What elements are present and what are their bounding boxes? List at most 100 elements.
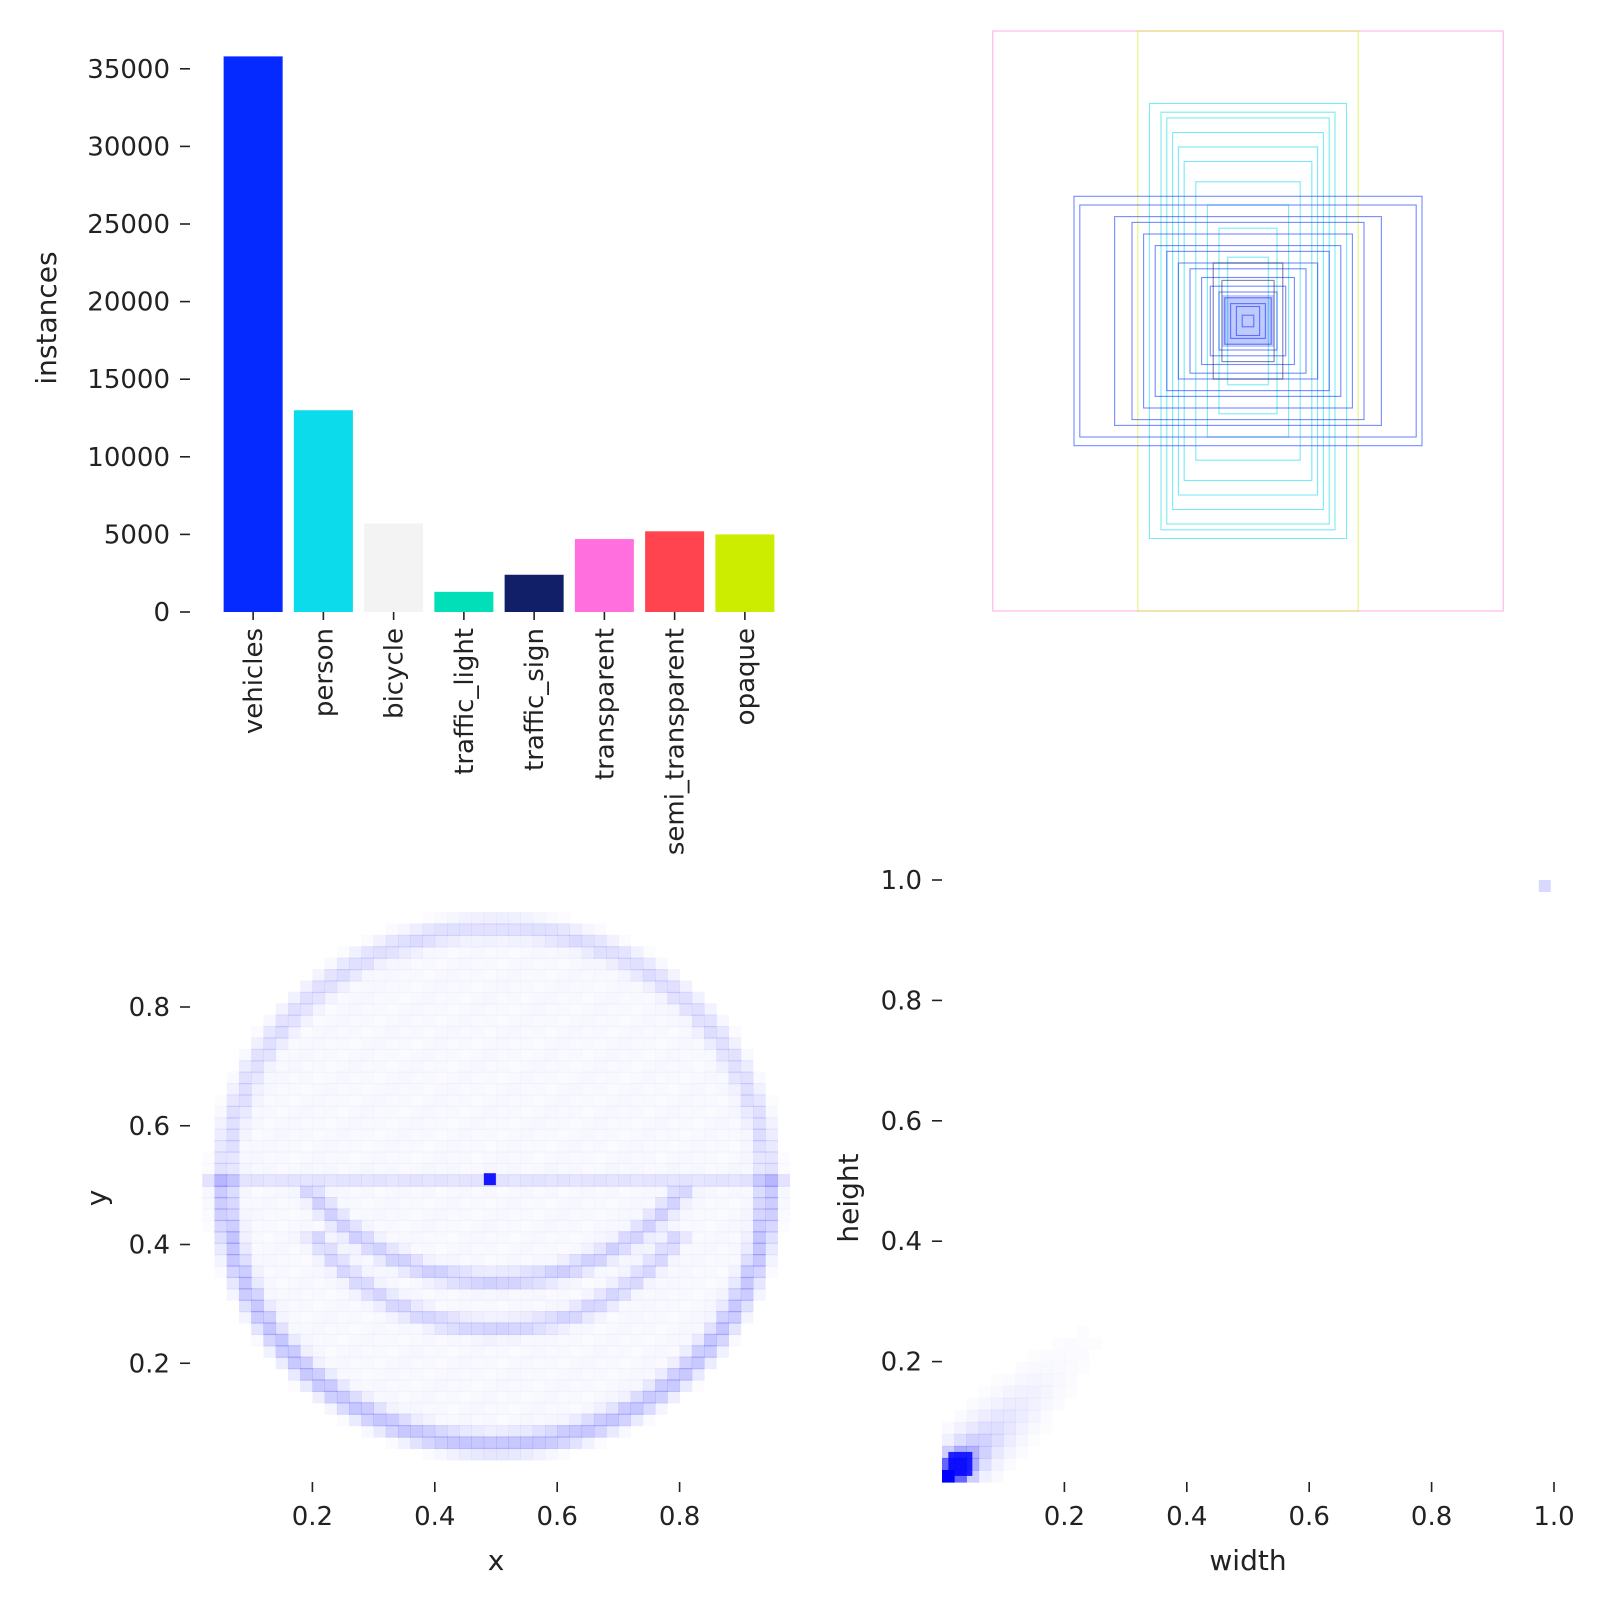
center-heatmap-cell xyxy=(557,946,570,959)
center-heatmap-cell xyxy=(593,1402,607,1415)
center-heatmap-cell xyxy=(386,1231,399,1244)
center-heatmap-cell xyxy=(569,980,582,993)
center-heatmap-cell xyxy=(680,1060,693,1073)
center-heatmap-cell xyxy=(324,1197,338,1210)
center-heatmap-cell xyxy=(398,946,411,959)
center-heatmap-cell xyxy=(373,1425,387,1438)
center-heatmap-cell xyxy=(545,1060,558,1073)
center-heatmap-cell xyxy=(643,1334,656,1347)
center-heatmap-cell xyxy=(520,1003,533,1016)
size-heatmap-cell xyxy=(1040,1386,1053,1399)
center-heatmap-cell xyxy=(630,1242,644,1256)
center-heatmap-cell xyxy=(740,1231,754,1244)
center-heatmap-cell xyxy=(667,1106,680,1119)
size-x-tick-label: 0.2 xyxy=(1044,1502,1085,1532)
size-heatmap-cell xyxy=(1003,1433,1016,1447)
center-heatmap-cell xyxy=(520,1117,533,1130)
center-heatmap-cell xyxy=(447,1391,460,1404)
center-heatmap-cell xyxy=(642,969,656,982)
center-heatmap-cell xyxy=(484,1208,497,1221)
center-heatmap-cell xyxy=(496,980,509,993)
center-heatmap-cell xyxy=(704,1300,717,1313)
center-heatmap-cell xyxy=(472,969,485,982)
center-heatmap-cell xyxy=(581,1299,595,1313)
center-heatmap-cell xyxy=(680,1129,693,1142)
center-heatmap-cell xyxy=(728,1276,742,1290)
center-heatmap-cell xyxy=(484,958,497,971)
center-heatmap-cell xyxy=(349,1208,362,1221)
center-heatmap-cell xyxy=(667,1208,680,1222)
center-heatmap-cell xyxy=(484,1151,497,1164)
center-heatmap-cell xyxy=(520,958,533,971)
center-heatmap-cell xyxy=(520,1186,533,1199)
center-heatmap-cell xyxy=(349,1300,362,1313)
center-heatmap-cell xyxy=(520,1425,534,1438)
center-heatmap-cell xyxy=(643,1197,656,1210)
center-heatmap-cell xyxy=(569,1140,582,1153)
center-x-tick-label: 0.6 xyxy=(537,1502,578,1532)
center-heatmap-cell xyxy=(618,1288,632,1301)
center-heatmap-cell xyxy=(704,1208,717,1221)
box-shape xyxy=(1114,216,1382,426)
center-heatmap-cell xyxy=(435,1060,448,1073)
center-heatmap-cell xyxy=(349,1265,362,1279)
center-heatmap-cell xyxy=(655,1357,668,1370)
size-x-tick-label: 0.8 xyxy=(1411,1502,1452,1532)
center-heatmap-cell xyxy=(508,958,521,971)
center-heatmap-cell xyxy=(545,1414,558,1427)
center-heatmap-cell xyxy=(287,1014,301,1028)
center-heatmap-cell xyxy=(459,958,472,971)
center-heatmap-cell xyxy=(618,1197,631,1210)
center-heatmap-cell xyxy=(410,992,423,1005)
center-heatmap-cell xyxy=(312,1300,325,1313)
center-heatmap-cell xyxy=(642,1208,656,1222)
center-heatmap-cell xyxy=(545,1243,558,1256)
center-heatmap-cell xyxy=(679,1003,693,1016)
bar-opaque xyxy=(715,534,775,612)
center-heatmap-cell xyxy=(753,1219,766,1233)
center-heatmap-cell xyxy=(643,1140,656,1153)
center-heatmap-cell xyxy=(288,1083,301,1096)
center-heatmap-cell xyxy=(630,1219,644,1233)
center-heatmap-cell xyxy=(630,946,644,959)
center-heatmap-cell xyxy=(557,1345,570,1358)
center-heatmap-cell xyxy=(716,1151,729,1164)
center-heatmap-cell xyxy=(631,1026,644,1039)
center-heatmap-cell xyxy=(581,1425,595,1438)
center-heatmap-cell xyxy=(484,1379,497,1392)
center-heatmap-cell xyxy=(594,1106,607,1119)
center-heatmap-cell xyxy=(533,946,546,959)
center-heatmap-cell xyxy=(704,1231,717,1244)
size-heatmap-cell xyxy=(1052,1374,1065,1387)
center-heatmap-cell xyxy=(337,1322,350,1335)
center-heatmap-cell xyxy=(496,1174,509,1187)
center-heatmap-cell xyxy=(288,1300,301,1313)
center-heatmap-cell xyxy=(704,1174,717,1187)
center-heatmap-cell xyxy=(251,1311,264,1324)
center-heatmap-cell xyxy=(472,1129,485,1142)
center-heatmap-cell xyxy=(496,1345,509,1358)
center-heatmap-cell xyxy=(679,1379,693,1393)
center-heatmap-cell xyxy=(484,1186,497,1199)
center-heatmap-cell xyxy=(545,969,558,982)
center-heatmap-cell xyxy=(496,1402,509,1415)
center-heatmap-cell xyxy=(667,1117,680,1130)
center-heatmap-cell xyxy=(691,1174,705,1187)
center-heatmap-cell xyxy=(276,1163,289,1176)
center-heatmap-cell xyxy=(582,1357,595,1370)
size-y-tick-label: 0.8 xyxy=(881,986,922,1016)
bar-semi-transparent xyxy=(645,531,705,612)
center-heatmap-cell xyxy=(288,1288,301,1301)
center-heatmap-cell xyxy=(435,1208,448,1221)
center-heatmap-cell xyxy=(679,1174,693,1187)
size-heatmap-peak xyxy=(948,1451,973,1476)
center-heatmap-cell xyxy=(520,1094,533,1107)
center-heatmap-cell xyxy=(275,1322,289,1336)
center-heatmap-cell xyxy=(386,1368,399,1381)
center-heatmap-cell xyxy=(447,1243,460,1256)
center-heatmap-cell xyxy=(618,1174,632,1187)
center-heatmap-cell xyxy=(202,1186,215,1199)
center-heatmap-cell xyxy=(276,1288,289,1301)
center-heatmap-cell xyxy=(447,1334,460,1347)
center-heatmap-cell xyxy=(349,1129,362,1142)
